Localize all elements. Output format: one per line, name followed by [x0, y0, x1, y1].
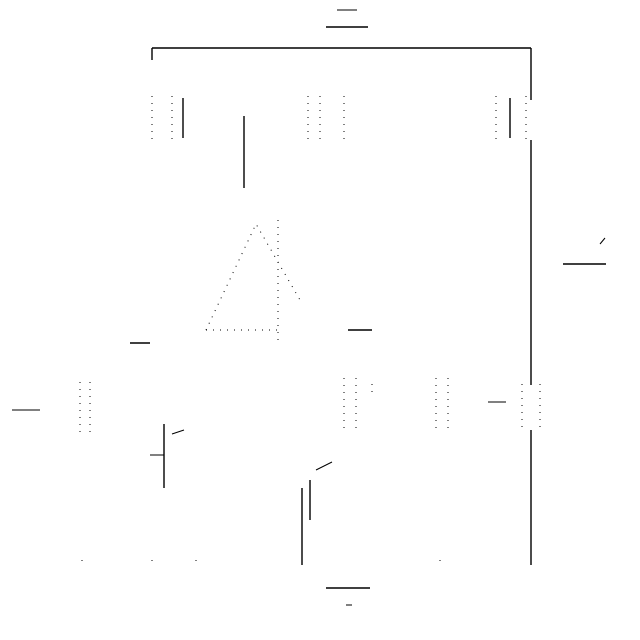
resistor-icon	[343, 378, 373, 428]
transistor-icon	[150, 424, 185, 488]
ground-icon	[326, 587, 370, 606]
resistor-icon	[435, 378, 506, 432]
resistor-icon	[521, 384, 541, 430]
power-rail-icon	[326, 9, 368, 28]
transistor-icon	[151, 96, 184, 140]
wire	[599, 237, 606, 245]
op-amp-icon	[205, 220, 301, 345]
top-rail	[151, 47, 532, 100]
transistor-icon	[307, 96, 345, 140]
transistor-icon	[301, 461, 333, 565]
transistor-icon	[495, 96, 527, 140]
resistor-icon	[12, 382, 91, 436]
wire	[81, 560, 441, 566]
